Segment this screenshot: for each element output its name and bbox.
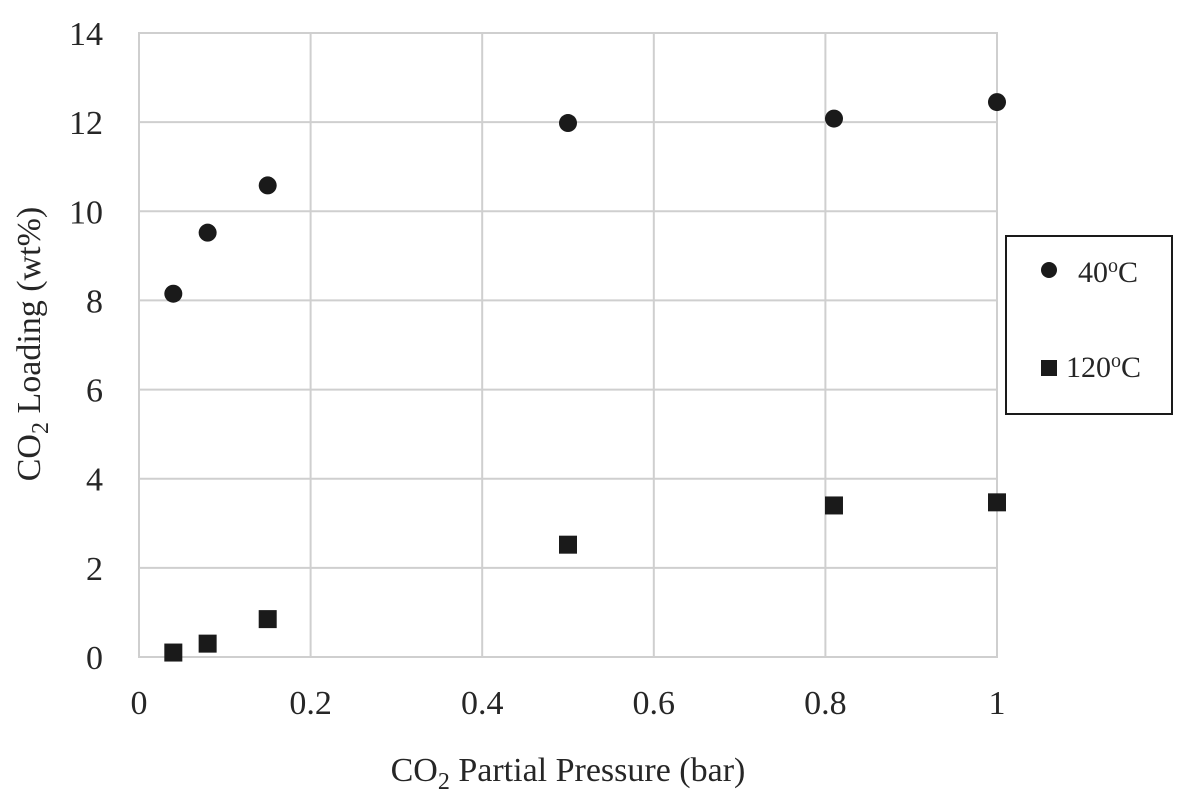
y-tick-label: 8 bbox=[86, 283, 103, 320]
legend-marker-40c bbox=[1041, 262, 1057, 278]
x-tick-label: 0 bbox=[131, 685, 148, 722]
data-point-circle bbox=[988, 93, 1006, 112]
data-point-square bbox=[988, 493, 1006, 512]
data-point-square bbox=[258, 610, 277, 629]
y-tick-label: 6 bbox=[86, 373, 103, 410]
data-point-circle bbox=[258, 176, 277, 195]
data-point-circle bbox=[824, 109, 843, 128]
legend-marker-120c bbox=[1041, 360, 1057, 376]
data-point-square bbox=[198, 634, 217, 653]
x-tick-label: 0.8 bbox=[804, 685, 847, 722]
x-tick-label: 1 bbox=[989, 685, 1006, 722]
legend-label-120c: 120oC bbox=[1066, 350, 1141, 384]
x-axis-title: CO2 Partial Pressure (bar) bbox=[391, 752, 746, 794]
data-point-square bbox=[164, 643, 183, 662]
data-point-circle bbox=[198, 223, 217, 242]
y-tick-label: 4 bbox=[86, 462, 103, 499]
data-point-square bbox=[559, 535, 577, 554]
y-tick-label: 2 bbox=[86, 551, 103, 588]
y-axis-title: CO2 Loading (wt%) bbox=[11, 207, 54, 482]
data-points bbox=[164, 93, 1006, 662]
legend-label-40c: 40oC bbox=[1078, 255, 1138, 289]
data-point-circle bbox=[559, 114, 577, 133]
y-tick-label: 14 bbox=[69, 16, 103, 53]
y-tick-label: 12 bbox=[69, 105, 103, 142]
x-tick-label: 0.6 bbox=[633, 685, 676, 722]
y-tick-label: 0 bbox=[86, 640, 103, 677]
x-tick-label: 0.4 bbox=[461, 685, 504, 722]
legend: 40oC 120oC bbox=[1005, 235, 1173, 415]
legend-box bbox=[1005, 235, 1173, 415]
x-tick-label: 0.2 bbox=[289, 685, 332, 722]
data-point-square bbox=[824, 496, 843, 515]
y-tick-label: 10 bbox=[69, 194, 103, 231]
data-point-circle bbox=[164, 284, 183, 303]
